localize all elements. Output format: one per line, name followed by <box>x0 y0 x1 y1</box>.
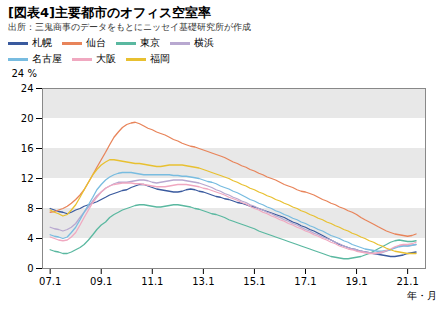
html-text:横浜: 横浜 <box>194 37 214 48</box>
html-text:東京: 東京 <box>140 37 160 48</box>
svg-text:0: 0 <box>27 263 33 274</box>
svg-text:12: 12 <box>21 173 34 184</box>
svg-text:24: 24 <box>21 83 34 94</box>
svg-text:8: 8 <box>27 203 33 214</box>
html-text:出所：三鬼商事のデータをもとにニッセイ基礎研究所が作成: 出所：三鬼商事のデータをもとにニッセイ基礎研究所が作成 <box>8 22 251 32</box>
svg-text:21.1: 21.1 <box>396 276 418 287</box>
svg-text:17.1: 17.1 <box>294 276 316 287</box>
svg-text:07.1: 07.1 <box>39 276 61 287</box>
svg-text:15.1: 15.1 <box>243 276 265 287</box>
html-text:大阪: 大阪 <box>96 53 116 64</box>
html-text:名古屋: 名古屋 <box>32 53 62 64</box>
html-text:札幌: 札幌 <box>32 37 52 48</box>
html-text:福岡: 福岡 <box>150 53 170 64</box>
html-text:仙台: 仙台 <box>86 37 106 48</box>
svg-text:年・月: 年・月 <box>407 290 437 301</box>
svg-text:09.1: 09.1 <box>90 276 112 287</box>
svg-text:4: 4 <box>27 233 33 244</box>
svg-text:13.1: 13.1 <box>192 276 214 287</box>
svg-text:24 %: 24 % <box>12 68 37 79</box>
svg-text:16: 16 <box>21 143 34 154</box>
svg-text:20: 20 <box>21 113 34 124</box>
html-text:[図表4]主要都市のオフィス空室率: [図表4]主要都市のオフィス空室率 <box>8 5 211 20</box>
svg-text:11.1: 11.1 <box>141 276 163 287</box>
svg-text:19.1: 19.1 <box>345 276 367 287</box>
